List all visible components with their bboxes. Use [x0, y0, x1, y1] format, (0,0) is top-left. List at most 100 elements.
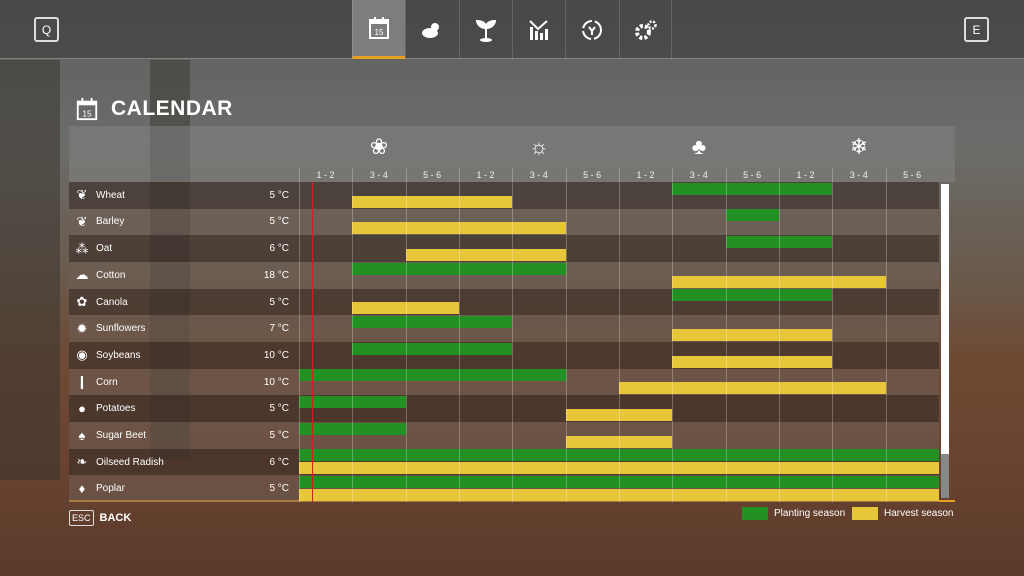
legend-planting: Planting season [742, 507, 845, 520]
legend-harvest-label: Harvest season [884, 508, 954, 519]
crop-temperature: 7 °C [269, 323, 289, 335]
grid-line [405, 168, 407, 502]
planting-bar [299, 395, 406, 408]
crop-label: ❦ Barley 5 °C [69, 209, 299, 236]
crop-label: ♠ Sugar Beet 5 °C [69, 422, 299, 449]
tab-prices[interactable] [512, 0, 565, 59]
wheat-icon: ❦ [76, 187, 88, 203]
harvest-bar [352, 302, 459, 315]
harvest-swatch [852, 507, 878, 520]
calendar-header [69, 126, 955, 182]
background [0, 60, 60, 480]
back-label: BACK [99, 512, 132, 524]
planting-bar [299, 449, 939, 462]
harvest-bar [672, 328, 833, 341]
harvest-bar [352, 222, 566, 235]
crop-label: ♦ Poplar 5 °C [69, 475, 299, 502]
crop-name: Cotton [96, 269, 126, 281]
period-label: 1 - 2 [636, 170, 655, 180]
scrollbar[interactable] [941, 184, 949, 498]
planting-bar [672, 182, 833, 195]
crop-label: ✿ Canola 5 °C [69, 289, 299, 316]
gears-icon [634, 19, 657, 40]
period-label: 5 - 6 [583, 170, 602, 180]
crop-temperature: 18 °C [263, 269, 289, 281]
potatoes-icon: ● [78, 401, 86, 417]
tab-settings[interactable] [619, 0, 672, 59]
tab-cycle[interactable] [565, 0, 618, 59]
crop-temperature: 6 °C [269, 456, 289, 468]
current-time-marker [312, 182, 314, 503]
previous-page-key[interactable]: Q [34, 17, 59, 42]
crop-label: ❙ Corn 10 °C [69, 369, 299, 396]
sprout-icon [475, 19, 497, 42]
autumn-icon: ♣ [691, 134, 707, 159]
planting-bar [352, 342, 513, 355]
crop-label: ❧ Oilseed Radish 6 °C [69, 449, 299, 476]
corn-icon: ❙ [76, 374, 88, 390]
chart-icon [529, 19, 548, 40]
planting-bar [299, 475, 939, 488]
period-label: 5 - 6 [743, 170, 762, 180]
oat-icon: ⁂ [75, 240, 89, 256]
spring-icon: ❀ [369, 134, 389, 159]
planting-bar [672, 289, 833, 302]
grid-line [672, 168, 674, 502]
sugar-beet-icon: ♠ [78, 427, 86, 443]
crop-label: ◉ Soybeans 10 °C [69, 342, 299, 369]
planting-bar [352, 262, 566, 275]
period-label: 3 - 4 [369, 170, 388, 180]
crop-label: ✹ Sunflowers 7 °C [69, 315, 299, 342]
harvest-bar [299, 462, 939, 475]
grid-line [352, 168, 354, 502]
canola-icon: ✿ [76, 294, 88, 309]
cotton-icon: ☁ [75, 267, 89, 283]
page-title: 15 CALENDAR [75, 97, 233, 121]
grid-line [565, 168, 567, 502]
top-bar: Q 15 E [0, 0, 1024, 59]
tab-calendar[interactable]: 15 [352, 0, 405, 59]
crop-temperature: 5 °C [269, 216, 289, 228]
crop-temperature: 10 °C [263, 376, 289, 388]
crop-label: ❦ Wheat 5 °C [69, 182, 299, 209]
planting-bar [725, 209, 779, 222]
weather-icon [422, 22, 439, 38]
crop-temperature: 10 °C [263, 349, 289, 361]
grid-line [458, 168, 460, 502]
page-title-text: CALENDAR [111, 97, 233, 120]
cycle-icon [582, 19, 602, 40]
crop-name: Potatoes [96, 403, 136, 415]
harvest-bar [618, 382, 886, 395]
tab-weather[interactable] [405, 0, 458, 59]
planting-bar [299, 422, 406, 435]
crop-temperature: 5 °C [269, 483, 289, 495]
barley-icon: ❦ [76, 213, 88, 229]
harvest-bar [672, 275, 886, 288]
sunflowers-icon: ✹ [76, 320, 88, 336]
soybeans-icon: ◉ [76, 347, 88, 363]
next-page-key[interactable]: E [964, 17, 989, 42]
crop-row[interactable]: ♠ Sugar Beet 5 °C [69, 422, 939, 449]
calendar-icon: 15 [369, 17, 389, 39]
crop-label: ● Potatoes 5 °C [69, 395, 299, 422]
crop-name: Oat [96, 243, 113, 255]
grid-line [725, 168, 727, 502]
crop-row[interactable]: ● Potatoes 5 °C [69, 395, 939, 423]
scrollbar-thumb[interactable] [941, 184, 949, 454]
grid-line [512, 168, 514, 502]
grid-line [618, 168, 620, 502]
legend-harvest: Harvest season [852, 507, 953, 520]
crop-name: Canola [96, 296, 128, 308]
back-button[interactable]: ESC BACK [69, 510, 131, 526]
esc-key: ESC [69, 510, 94, 526]
oilseed-radish-icon: ❧ [76, 454, 88, 470]
harvest-bar [405, 248, 566, 261]
tab-crops[interactable] [459, 0, 512, 59]
period-label: 3 - 4 [689, 170, 708, 180]
calendar-icon: 15 [76, 97, 98, 121]
planting-bar [352, 315, 513, 328]
crop-temperature: 5 °C [269, 429, 289, 441]
crop-name: Poplar [96, 483, 125, 495]
grid-line [832, 168, 834, 502]
poplar-icon: ♦ [78, 481, 86, 497]
